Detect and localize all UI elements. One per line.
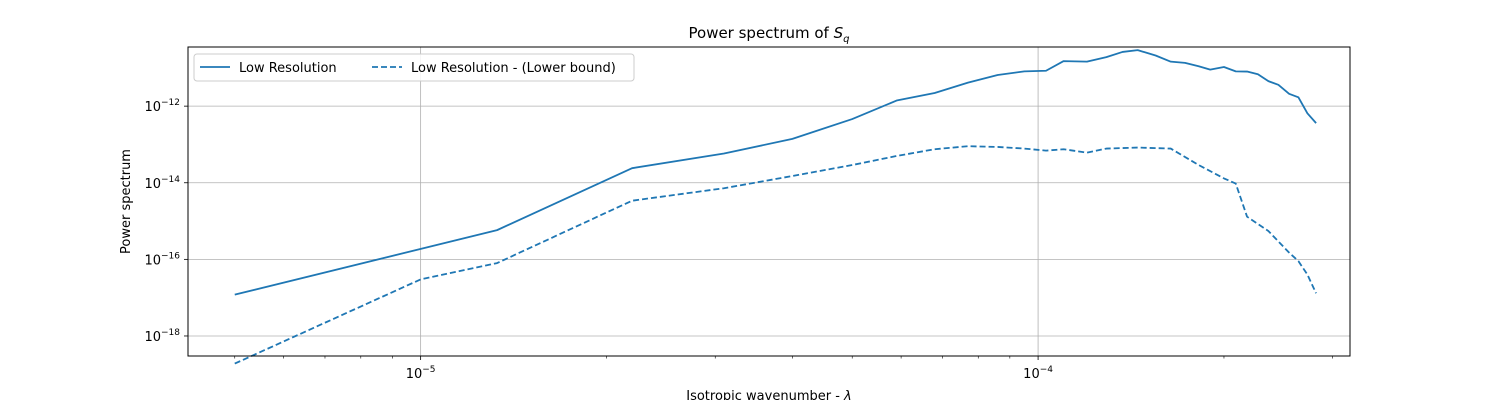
plot-area-frame [187, 46, 1351, 357]
chart-title-math: S [834, 24, 844, 42]
legend: Low Resolution Low Resolution - (Lower bo… [193, 53, 635, 82]
y-tick-label: 10−16 [144, 251, 180, 268]
legend-label: Low Resolution - (Lower bound) [411, 61, 616, 76]
legend-label: Low Resolution [239, 61, 337, 76]
axis-ticks: 10−5 10−4 10−18 10−16 10−14 10−12 [144, 98, 1333, 382]
x-axis-title: Isotropic wavenumber - λ [686, 389, 852, 400]
y-tick-label: 10−14 [144, 175, 180, 192]
x-axis-title-math: λ [843, 389, 852, 400]
series-line-low-resolution [234, 49, 1317, 296]
legend-box [193, 53, 635, 82]
x-tick-label: 10−4 [1023, 365, 1053, 382]
series-line-low-resolution-lower-bound [234, 145, 1317, 365]
chart-title: Power spectrum of Sq [689, 24, 850, 45]
chart-title-text: Power spectrum of [689, 24, 830, 42]
y-tick-label: 10−12 [144, 98, 180, 115]
y-axis-title: Power spectrum [119, 149, 134, 254]
chart-title-math-sub: q [843, 34, 849, 45]
x-tick-label: 10−5 [406, 365, 436, 382]
series-lines [234, 49, 1317, 365]
y-tick-label: 10−18 [144, 328, 180, 345]
x-axis-title-text: Isotropic wavenumber - [686, 389, 840, 400]
